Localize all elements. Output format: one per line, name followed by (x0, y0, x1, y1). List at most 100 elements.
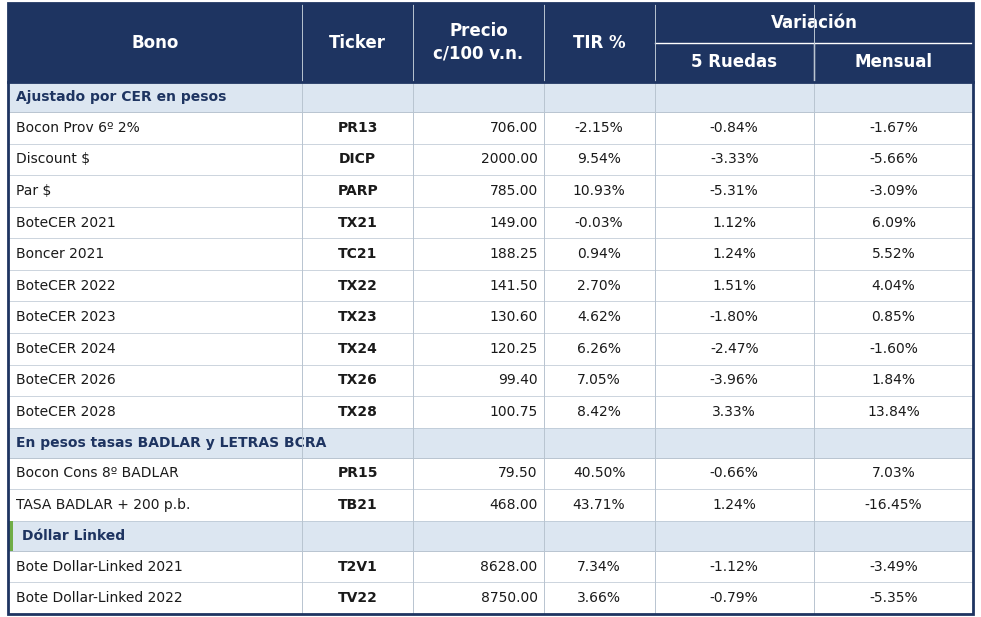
Text: -16.45%: -16.45% (864, 498, 922, 512)
Bar (8, 333, 973, 365)
Bar (8, 238, 973, 270)
Bar (8, 396, 973, 428)
Text: Precio
c/100 v.n.: Precio c/100 v.n. (434, 22, 524, 63)
Text: 3.33%: 3.33% (712, 405, 756, 419)
Text: -2.47%: -2.47% (710, 342, 758, 356)
Text: 99.40: 99.40 (498, 373, 538, 387)
Text: TB21: TB21 (337, 498, 378, 512)
Text: PARP: PARP (337, 184, 378, 198)
Text: Bono: Bono (131, 33, 179, 52)
Bar (8, 365, 973, 396)
Text: TV22: TV22 (337, 591, 378, 605)
Text: 13.84%: 13.84% (867, 405, 920, 419)
Text: Ajustado por CER en pesos: Ajustado por CER en pesos (16, 90, 226, 104)
Bar (8, 175, 973, 207)
Text: 1.84%: 1.84% (871, 373, 915, 387)
Text: Discount $: Discount $ (16, 152, 90, 167)
Text: Variación: Variación (770, 14, 857, 32)
Text: BoteCER 2024: BoteCER 2024 (16, 342, 116, 356)
Text: 1.51%: 1.51% (712, 279, 756, 292)
Text: 1.24%: 1.24% (712, 247, 756, 261)
Text: 149.00: 149.00 (490, 215, 538, 230)
Bar (8, 112, 973, 144)
Text: 2.70%: 2.70% (577, 279, 621, 292)
Text: 130.60: 130.60 (490, 310, 538, 324)
Text: Bocon Cons 8º BADLAR: Bocon Cons 8º BADLAR (16, 466, 179, 481)
Text: En pesos tasas BADLAR y LETRAS BCRA: En pesos tasas BADLAR y LETRAS BCRA (16, 436, 326, 450)
Text: Ticker: Ticker (330, 33, 387, 52)
Text: 706.00: 706.00 (490, 121, 538, 135)
Text: TX24: TX24 (337, 342, 378, 356)
Text: TASA BADLAR + 200 p.b.: TASA BADLAR + 200 p.b. (16, 498, 190, 512)
Text: BoteCER 2021: BoteCER 2021 (16, 215, 116, 230)
Bar (8, 270, 973, 302)
Text: 0.85%: 0.85% (871, 310, 915, 324)
Text: -3.33%: -3.33% (710, 152, 758, 167)
Text: 120.25: 120.25 (490, 342, 538, 356)
Text: TX21: TX21 (337, 215, 378, 230)
Text: 79.50: 79.50 (498, 466, 538, 481)
Text: 8750.00: 8750.00 (481, 591, 538, 605)
Text: Boncer 2021: Boncer 2021 (16, 247, 104, 261)
Bar (8, 521, 973, 551)
Text: 10.93%: 10.93% (573, 184, 626, 198)
Text: -0.84%: -0.84% (710, 121, 758, 135)
Bar (8, 302, 973, 333)
Text: 3.66%: 3.66% (577, 591, 621, 605)
Text: 1.12%: 1.12% (712, 215, 756, 230)
Text: 4.62%: 4.62% (577, 310, 621, 324)
Text: -5.35%: -5.35% (869, 591, 918, 605)
Text: -3.49%: -3.49% (869, 560, 918, 574)
Text: 188.25: 188.25 (490, 247, 538, 261)
Text: -5.66%: -5.66% (869, 152, 918, 167)
Text: 6.09%: 6.09% (871, 215, 915, 230)
Bar (8, 489, 973, 521)
Text: Bocon Prov 6º 2%: Bocon Prov 6º 2% (16, 121, 139, 135)
Text: -2.15%: -2.15% (575, 121, 624, 135)
Text: -1.67%: -1.67% (869, 121, 918, 135)
Text: T2V1: T2V1 (337, 560, 378, 574)
Text: BoteCER 2022: BoteCER 2022 (16, 279, 116, 292)
Bar (8, 521, 13, 551)
Text: BoteCER 2023: BoteCER 2023 (16, 310, 116, 324)
Text: 8628.00: 8628.00 (481, 560, 538, 574)
Text: -3.96%: -3.96% (710, 373, 758, 387)
Text: BoteCER 2026: BoteCER 2026 (16, 373, 116, 387)
Bar (8, 82, 973, 112)
Text: 4.04%: 4.04% (872, 279, 915, 292)
Text: 7.05%: 7.05% (577, 373, 621, 387)
Text: 9.54%: 9.54% (577, 152, 621, 167)
Text: 468.00: 468.00 (490, 498, 538, 512)
Text: -1.12%: -1.12% (710, 560, 758, 574)
Text: 40.50%: 40.50% (573, 466, 625, 481)
Text: TIR %: TIR % (573, 33, 626, 52)
Text: Bote Dollar-Linked 2022: Bote Dollar-Linked 2022 (16, 591, 182, 605)
Text: 7.03%: 7.03% (872, 466, 915, 481)
Text: -3.09%: -3.09% (869, 184, 918, 198)
Text: -5.31%: -5.31% (710, 184, 758, 198)
Text: PR15: PR15 (337, 466, 378, 481)
Text: 1.24%: 1.24% (712, 498, 756, 512)
Text: BoteCER 2028: BoteCER 2028 (16, 405, 116, 419)
Text: 785.00: 785.00 (490, 184, 538, 198)
Text: Mensual: Mensual (854, 53, 933, 72)
Text: TX26: TX26 (337, 373, 378, 387)
Text: TX28: TX28 (337, 405, 378, 419)
Text: Bote Dollar-Linked 2021: Bote Dollar-Linked 2021 (16, 560, 182, 574)
Bar (8, 3, 973, 82)
Bar (8, 551, 973, 582)
Bar (8, 144, 973, 175)
Text: 43.71%: 43.71% (573, 498, 626, 512)
Text: 6.26%: 6.26% (577, 342, 621, 356)
Text: -0.03%: -0.03% (575, 215, 623, 230)
Text: -1.80%: -1.80% (710, 310, 758, 324)
Text: 7.34%: 7.34% (577, 560, 621, 574)
Text: TX22: TX22 (337, 279, 378, 292)
Text: 5.52%: 5.52% (872, 247, 915, 261)
Text: 0.94%: 0.94% (577, 247, 621, 261)
Text: -0.79%: -0.79% (710, 591, 758, 605)
Text: -0.66%: -0.66% (710, 466, 758, 481)
Bar (8, 582, 973, 614)
Bar (8, 458, 973, 489)
Text: 100.75: 100.75 (490, 405, 538, 419)
